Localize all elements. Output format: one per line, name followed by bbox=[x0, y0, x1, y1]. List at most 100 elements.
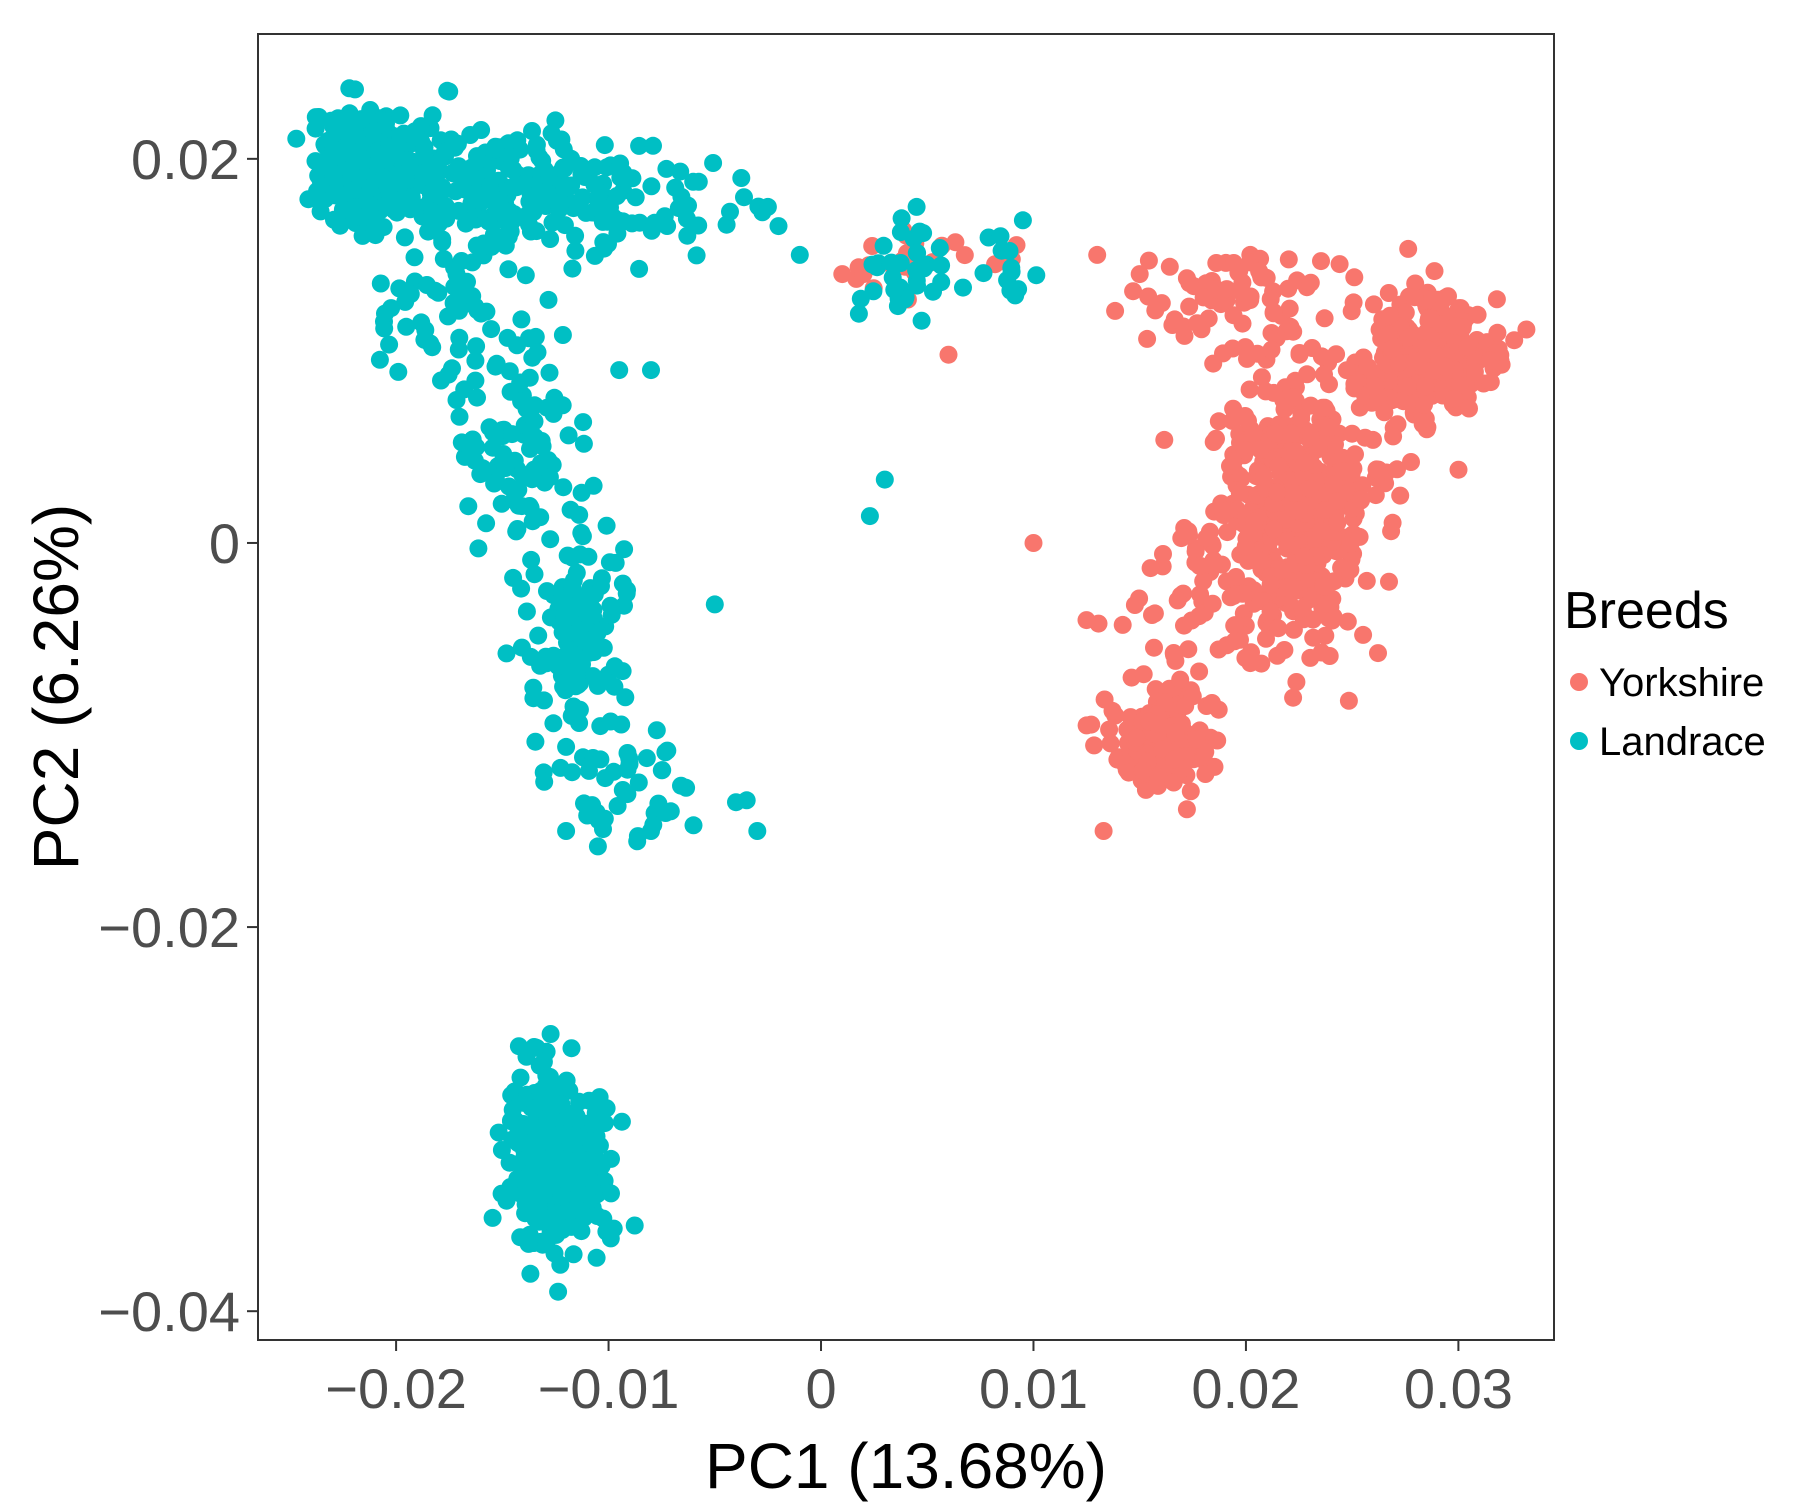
yorkshire-point bbox=[1168, 591, 1187, 610]
yorkshire-point bbox=[1330, 255, 1349, 274]
landrace-point bbox=[364, 122, 383, 141]
landrace-point bbox=[612, 715, 631, 734]
yorkshire-point bbox=[1269, 619, 1288, 638]
landrace-point bbox=[613, 662, 632, 681]
yorkshire-point bbox=[833, 265, 852, 284]
yorkshire-point bbox=[1134, 665, 1153, 684]
landrace-point bbox=[346, 80, 364, 99]
landrace-point bbox=[450, 407, 469, 426]
landrace-point bbox=[391, 106, 410, 125]
landrace-point bbox=[353, 151, 372, 170]
landrace-point bbox=[562, 1039, 581, 1058]
yorkshire-point bbox=[1181, 782, 1200, 801]
landrace-point bbox=[482, 320, 501, 339]
yorkshire-point bbox=[1261, 575, 1280, 594]
landrace-point bbox=[536, 647, 555, 666]
landrace-point bbox=[932, 256, 951, 275]
yorkshire-point bbox=[1286, 442, 1304, 460]
landrace-point bbox=[494, 445, 513, 463]
landrace-point bbox=[487, 140, 505, 159]
yorkshire-point bbox=[1364, 295, 1383, 314]
landrace-point bbox=[653, 761, 672, 780]
yorkshire-point bbox=[1183, 687, 1202, 706]
landrace-point bbox=[554, 140, 573, 159]
landrace-point bbox=[433, 233, 452, 252]
landrace-point bbox=[587, 1248, 606, 1267]
landrace-point bbox=[594, 233, 613, 252]
yorkshire-point bbox=[1149, 767, 1168, 786]
landrace-point bbox=[908, 276, 926, 295]
yorkshire-point bbox=[1250, 551, 1269, 570]
landrace-point bbox=[423, 202, 442, 221]
landrace-point bbox=[672, 776, 690, 795]
landrace-point bbox=[498, 328, 517, 347]
landrace-point bbox=[466, 351, 485, 370]
yorkshire-point bbox=[1279, 279, 1298, 298]
yorkshire-point bbox=[1379, 284, 1398, 302]
yorkshire-point bbox=[1088, 245, 1107, 264]
yorkshire-point bbox=[1245, 425, 1264, 444]
yorkshire-point bbox=[1327, 345, 1346, 364]
landrace-point bbox=[924, 282, 942, 301]
landrace-point bbox=[466, 371, 485, 390]
yorkshire-point bbox=[1186, 542, 1205, 561]
landrace-point bbox=[512, 638, 531, 657]
yorkshire-point bbox=[1224, 306, 1243, 325]
landrace-point bbox=[991, 227, 1010, 246]
landrace-point bbox=[910, 222, 929, 241]
yorkshire-point bbox=[1190, 662, 1209, 681]
landrace-point bbox=[626, 188, 645, 207]
yorkshire-point bbox=[1139, 251, 1158, 270]
landrace-point bbox=[412, 313, 431, 332]
landrace-point bbox=[585, 158, 604, 177]
yorkshire-point bbox=[1402, 453, 1420, 471]
landrace-point bbox=[405, 248, 424, 267]
yorkshire-point bbox=[1338, 612, 1357, 631]
axes-layer: −0.02 −0.01 0 0.01 0.02 0.03 −0.04 −0.02 0 0.02 bbox=[98, 128, 1513, 1420]
landrace-point bbox=[611, 168, 630, 187]
yorkshire-point bbox=[1380, 325, 1398, 344]
landrace-point bbox=[521, 1264, 540, 1283]
landrace-point bbox=[849, 304, 868, 323]
landrace-point bbox=[486, 357, 505, 376]
landrace-point bbox=[666, 178, 685, 197]
yorkshire-point bbox=[1284, 388, 1303, 407]
landrace-point bbox=[535, 772, 554, 791]
landrace-point bbox=[401, 189, 420, 208]
yorkshire-point bbox=[1264, 304, 1283, 323]
landrace-point bbox=[540, 168, 558, 187]
landrace-point bbox=[570, 1218, 589, 1237]
landrace-point bbox=[518, 1191, 537, 1210]
landrace-point bbox=[598, 207, 617, 226]
yorkshire-point bbox=[1239, 523, 1258, 542]
yorkshire-point bbox=[1446, 317, 1465, 335]
landrace-point bbox=[851, 289, 870, 308]
landrace-point bbox=[512, 579, 531, 598]
landrace-point bbox=[608, 224, 627, 243]
landrace-point bbox=[368, 154, 387, 173]
landrace-point bbox=[628, 832, 647, 851]
landrace-point bbox=[480, 188, 499, 207]
landrace-point bbox=[555, 179, 573, 198]
landrace-point bbox=[396, 292, 415, 311]
landrace-point bbox=[567, 667, 586, 686]
landrace-point bbox=[509, 1134, 528, 1153]
x-tick-label: 0.01 bbox=[979, 1357, 1088, 1420]
landrace-point bbox=[618, 760, 637, 779]
yorkshire-point bbox=[1240, 380, 1259, 399]
yorkshire-point bbox=[1284, 688, 1303, 707]
yorkshire-point bbox=[1481, 373, 1500, 392]
yorkshire-point bbox=[1224, 399, 1243, 418]
yorkshire-point bbox=[1217, 280, 1236, 299]
landrace-point bbox=[395, 228, 414, 247]
landrace-point bbox=[449, 340, 468, 359]
landrace-point bbox=[606, 553, 625, 572]
yorkshire-point bbox=[1284, 322, 1303, 341]
yorkshire-point bbox=[946, 233, 965, 252]
landrace-point bbox=[570, 621, 589, 640]
yorkshire-point bbox=[1312, 252, 1330, 271]
y-tick-label: −0.04 bbox=[98, 1280, 240, 1343]
landrace-point bbox=[508, 131, 527, 150]
landrace-point bbox=[748, 822, 767, 840]
landrace-point bbox=[447, 391, 466, 409]
